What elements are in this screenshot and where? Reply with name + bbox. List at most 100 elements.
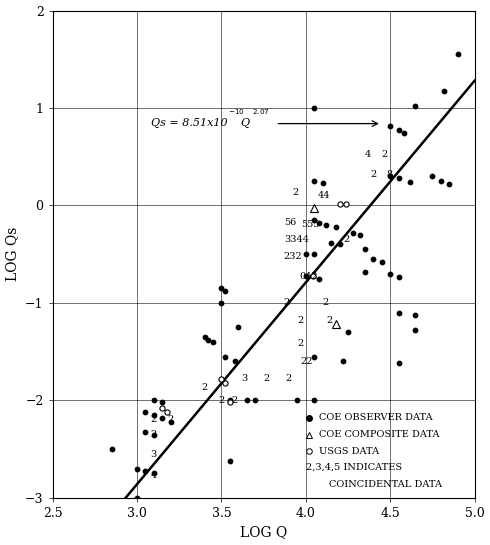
Text: 2: 2 — [326, 316, 332, 325]
Text: 2: 2 — [286, 374, 292, 384]
Text: 2: 2 — [201, 383, 207, 392]
Text: Qs = 8.51x10: Qs = 8.51x10 — [150, 118, 227, 128]
Point — [150, 430, 158, 439]
Point — [150, 469, 158, 478]
Point — [336, 199, 343, 208]
Text: 44: 44 — [318, 191, 330, 200]
Point — [142, 466, 149, 475]
Point — [150, 411, 158, 420]
Point — [332, 222, 340, 231]
Point — [319, 179, 327, 187]
Point — [294, 396, 301, 405]
Text: 2: 2 — [284, 299, 290, 307]
Text: 4: 4 — [150, 471, 157, 480]
Point — [395, 126, 403, 135]
Text: USGS DATA: USGS DATA — [319, 446, 379, 456]
Point — [221, 352, 229, 361]
Point — [454, 50, 462, 59]
Point — [327, 238, 335, 247]
Point — [158, 404, 166, 413]
Point — [251, 396, 259, 405]
Point — [200, 332, 208, 341]
Point — [218, 299, 225, 307]
Point — [158, 398, 166, 407]
Point — [349, 228, 357, 237]
Point — [204, 336, 212, 344]
X-axis label: LOG Q: LOG Q — [240, 525, 287, 540]
Point — [437, 177, 445, 185]
Point — [412, 102, 419, 111]
Point — [310, 396, 318, 405]
Point — [386, 172, 394, 180]
Text: 2: 2 — [370, 170, 376, 179]
Point — [316, 219, 323, 227]
Point — [108, 445, 116, 453]
Text: 2: 2 — [297, 340, 304, 348]
Point — [142, 427, 149, 436]
Point — [361, 268, 369, 276]
Point — [336, 240, 343, 249]
Text: 3: 3 — [242, 374, 248, 384]
Text: 2: 2 — [343, 235, 349, 244]
Text: 2: 2 — [150, 415, 157, 425]
Point — [344, 328, 352, 336]
Point — [302, 271, 310, 280]
Text: Q: Q — [240, 118, 249, 128]
Point — [158, 414, 166, 422]
Point — [395, 272, 403, 281]
Point — [395, 308, 403, 317]
Text: 232: 232 — [284, 252, 303, 261]
Text: 4: 4 — [365, 150, 371, 159]
Point — [386, 121, 394, 130]
Text: 8: 8 — [387, 170, 393, 179]
Text: COE OBSERVER DATA: COE OBSERVER DATA — [319, 414, 433, 422]
Point — [221, 287, 229, 295]
Point — [378, 258, 386, 267]
Point — [407, 178, 415, 186]
Point — [310, 250, 318, 258]
Text: 2: 2 — [218, 396, 224, 405]
Text: 56: 56 — [284, 217, 296, 227]
Point — [243, 396, 251, 405]
Text: COINCIDENTAL DATA: COINCIDENTAL DATA — [329, 480, 442, 489]
Point — [361, 245, 369, 253]
Point — [441, 87, 448, 96]
Text: 3: 3 — [150, 450, 157, 458]
Point — [310, 104, 318, 112]
Point — [316, 274, 323, 283]
Text: 2: 2 — [150, 430, 157, 439]
Text: 22: 22 — [301, 357, 313, 366]
Point — [445, 180, 453, 189]
Point — [142, 408, 149, 416]
Point — [164, 408, 171, 416]
Point — [339, 357, 347, 366]
Point — [356, 231, 364, 239]
Point — [150, 396, 158, 405]
Point — [221, 378, 229, 387]
Point — [310, 216, 318, 225]
Point — [226, 398, 234, 407]
Point — [167, 417, 175, 426]
Point — [310, 177, 318, 185]
Point — [395, 174, 403, 183]
Point — [428, 172, 436, 180]
Point — [310, 352, 318, 361]
Text: 2,3,4,5 INDICATES: 2,3,4,5 INDICATES — [306, 463, 402, 472]
Point — [322, 221, 330, 229]
Text: 2: 2 — [323, 299, 329, 307]
Text: 2: 2 — [293, 189, 298, 197]
Text: 555: 555 — [301, 221, 319, 229]
Y-axis label: LOG Qs: LOG Qs — [5, 227, 20, 281]
Point — [133, 464, 141, 473]
Point — [369, 255, 377, 263]
Text: 042: 042 — [299, 272, 318, 281]
Point — [226, 396, 234, 405]
Point — [343, 199, 350, 208]
Text: 2: 2 — [382, 150, 388, 159]
Point — [412, 310, 419, 319]
Text: $^{-10}$: $^{-10}$ — [228, 109, 245, 119]
Text: 3344: 3344 — [284, 235, 309, 244]
Point — [133, 494, 141, 502]
Point — [400, 129, 408, 138]
Point — [226, 457, 234, 465]
